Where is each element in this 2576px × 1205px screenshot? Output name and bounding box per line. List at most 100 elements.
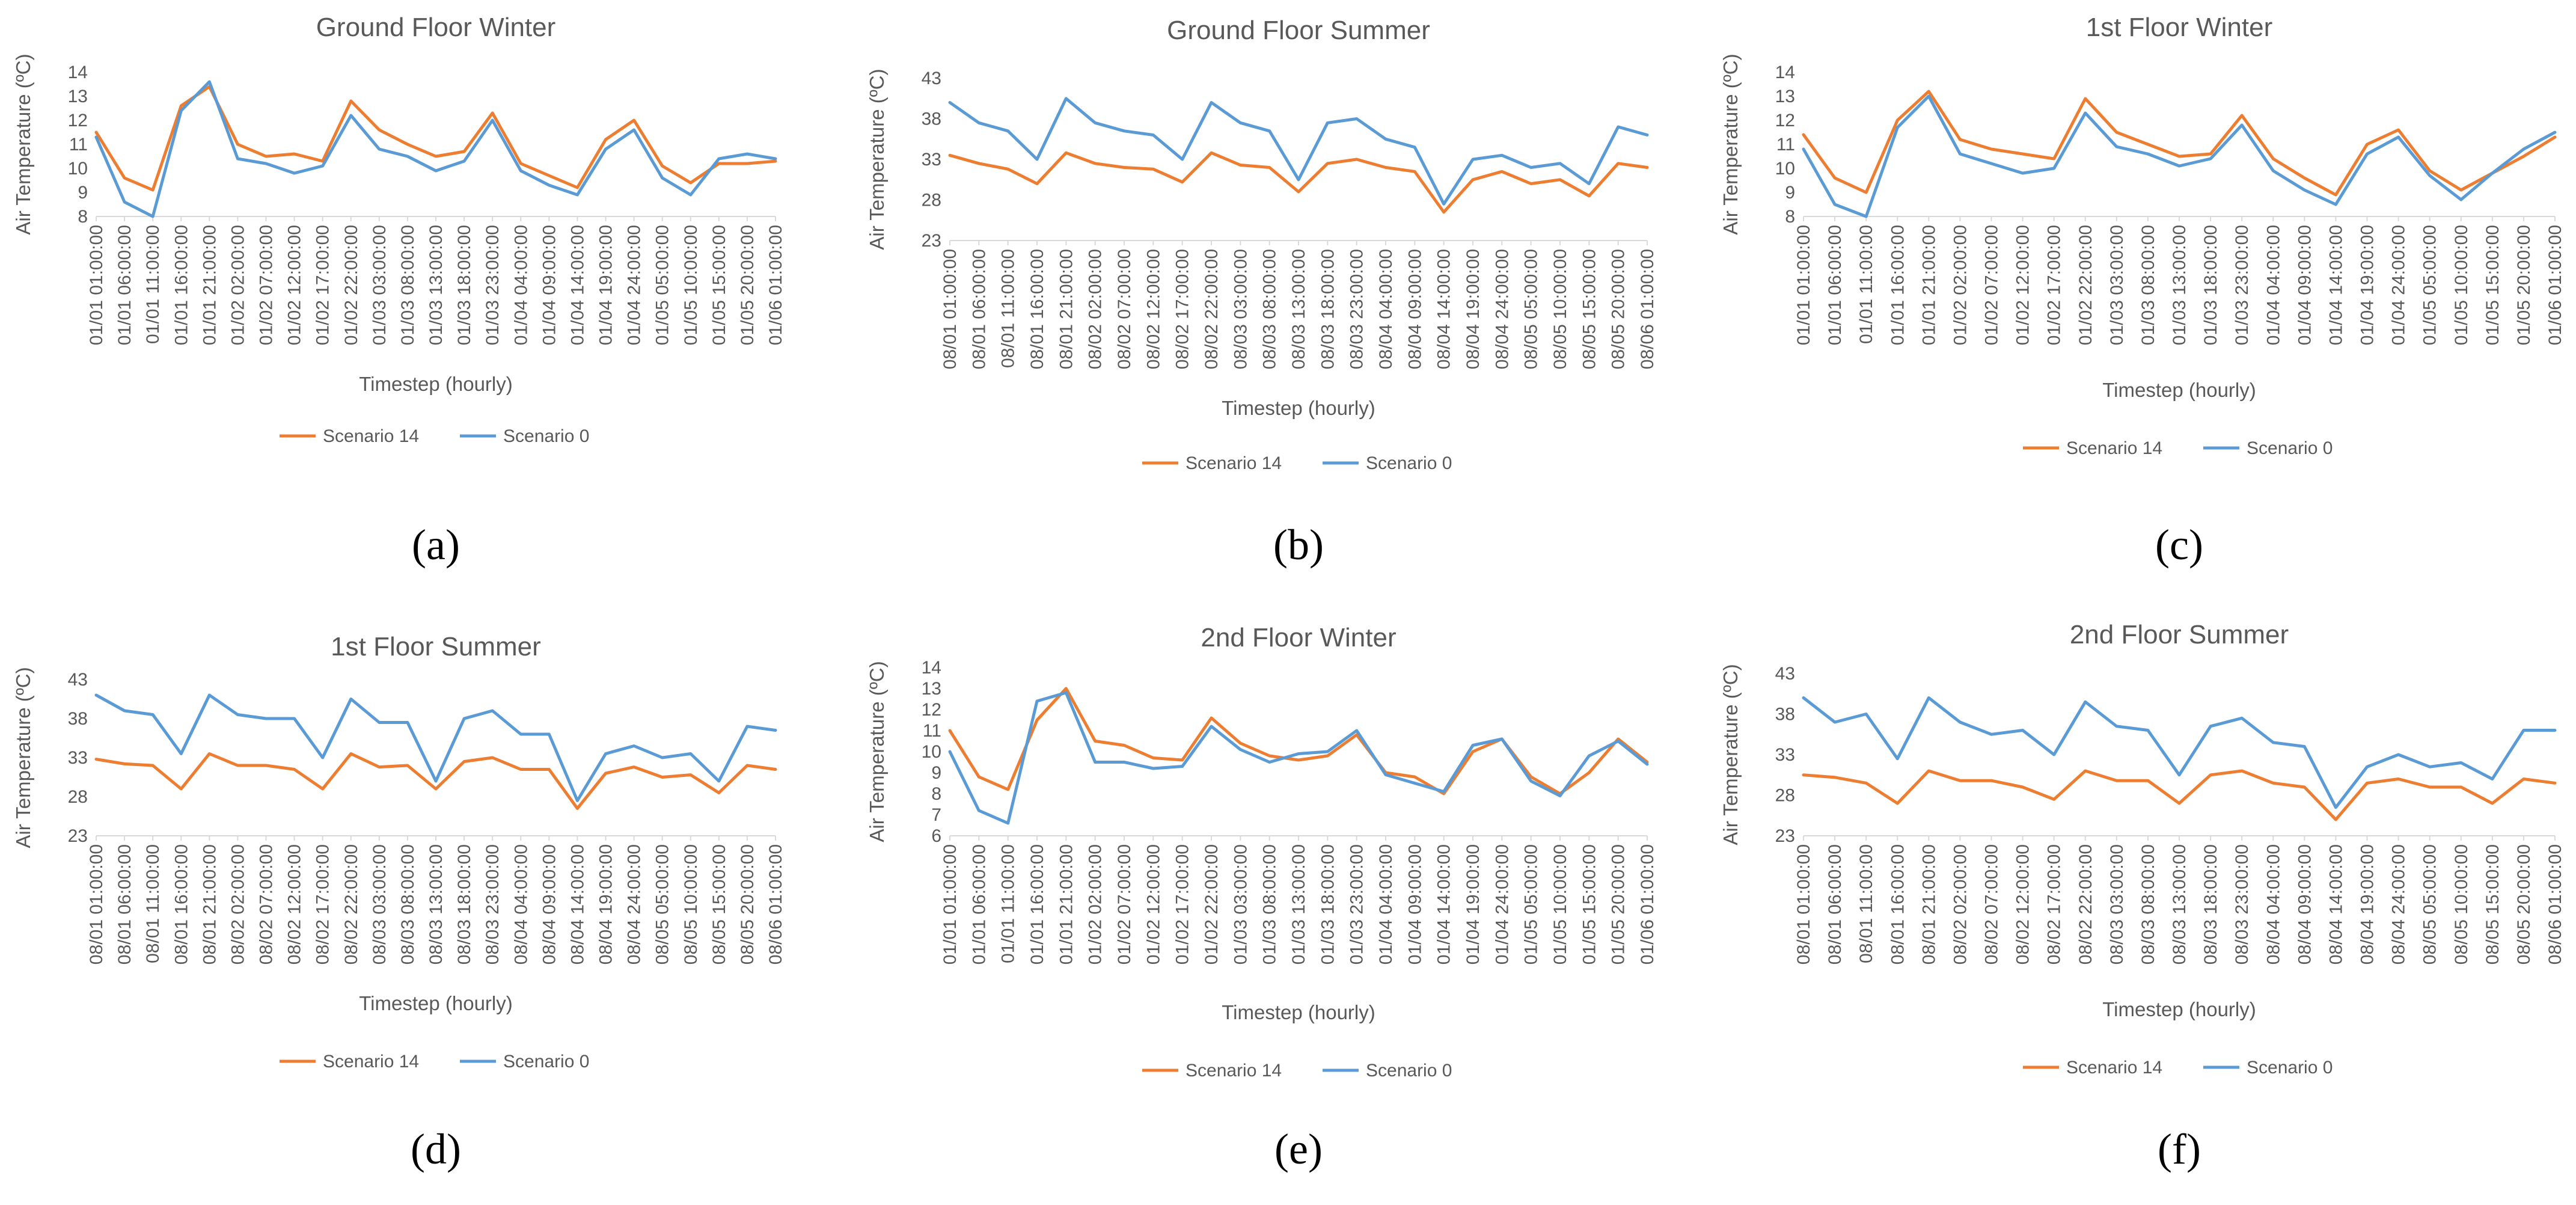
x-tick-label: 08/03 08:00:00: [2138, 844, 2158, 964]
series-line-scenario-0: [1802, 94, 2557, 218]
y-tick-label: 43: [922, 69, 941, 88]
x-tick-label: 01/01 11:00:00: [1856, 225, 1876, 344]
legend: Scenario 14 Scenario 0: [2023, 438, 2333, 458]
x-tick-label: 08/05 05:00:00: [2420, 844, 2440, 964]
x-tick-label: 01/03 13:00:00: [1289, 844, 1309, 964]
subfigure-label: (d): [411, 1125, 461, 1173]
x-tick-label: 01/05 20:00:00: [738, 225, 757, 345]
x-tick-label: 01/02 07:00:00: [257, 225, 277, 345]
y-axis-label: Air Temperature (ºC): [866, 661, 888, 842]
x-tick-label: 08/04 04:00:00: [511, 844, 531, 964]
x-axis-label: Timestep (hourly): [2102, 998, 2256, 1020]
x-tick-label: 08/05 15:00:00: [2483, 844, 2503, 964]
x-tick-label: 01/06 01:00:00: [2545, 225, 2565, 345]
chart-panel-b: Ground Floor Summer 23 28 33 38 43 Air Tempera…: [866, 16, 1657, 569]
x-tick-label: 01/02 02:00:00: [1950, 225, 1970, 345]
x-tick-label: 08/06 01:00:00: [2545, 844, 2565, 964]
legend-label: Scenario 0: [503, 1052, 589, 1072]
x-tick-label: 08/03 18:00:00: [1318, 249, 1338, 369]
x-tick-label: 01/02 17:00:00: [2045, 225, 2064, 345]
x-tick-label: 08/05 10:00:00: [681, 844, 701, 964]
x-tick-label: 08/03 23:00:00: [1347, 249, 1367, 369]
x-tick-label: 08/01 11:00:00: [1856, 844, 1876, 963]
y-tick-label: 10: [1775, 159, 1795, 179]
x-tick-label: 08/05 10:00:00: [1550, 249, 1570, 369]
y-tick-label: 10: [922, 742, 941, 762]
x-tick-label: 08/02 17:00:00: [1173, 249, 1193, 369]
legend-label: Scenario 14: [2066, 1058, 2162, 1078]
y-tick-label: 28: [68, 787, 88, 807]
x-tick-label: 08/01 01:00:00: [87, 844, 106, 964]
series-line-scenario-14: [94, 752, 777, 810]
x-tick-label: 08/02 02:00:00: [228, 844, 248, 964]
y-tick-label: 11: [1776, 135, 1795, 155]
x-tick-label: 01/03 08:00:00: [398, 225, 418, 345]
x-tick-label: 01/01 01:00:00: [87, 225, 106, 345]
subfigure-label: (c): [2155, 521, 2203, 569]
x-tick-label: 01/01 06:00:00: [115, 225, 135, 345]
x-tick-label: 08/02 07:00:00: [1115, 249, 1134, 369]
x-tick-label: 01/02 12:00:00: [285, 225, 305, 345]
chart-title: 2nd Floor Winter: [1201, 623, 1396, 652]
x-tick-label: 01/04 24:00:00: [2389, 225, 2409, 345]
x-tick-label: 01/02 02:00:00: [1086, 844, 1106, 964]
x-tick-label: 08/04 04:00:00: [1376, 249, 1396, 369]
y-tick-label: 6: [931, 826, 941, 846]
legend-label: Scenario 0: [2247, 438, 2333, 458]
x-tick-label: 08/01 16:00:00: [1888, 844, 1908, 964]
x-tick-label: 01/04 04:00:00: [511, 225, 531, 345]
y-tick-label: 9: [1785, 183, 1795, 203]
y-tick-label: 12: [1775, 111, 1795, 130]
x-tick-label: 01/02 22:00:00: [1202, 844, 1222, 964]
x-tick-label: 01/03 13:00:00: [426, 225, 446, 345]
x-tick-label: 08/02 02:00:00: [1950, 844, 1970, 964]
x-tick-label: 08/02 02:00:00: [1086, 249, 1106, 369]
x-tick-label: 01/04 04:00:00: [2263, 225, 2283, 345]
x-axis-label: Timestep (hourly): [1222, 397, 1375, 419]
y-tick-label: 38: [1775, 705, 1795, 725]
legend-label: Scenario 0: [503, 426, 589, 446]
x-tick-label: 01/02 17:00:00: [1173, 844, 1193, 964]
y-axis-label: Air Temperature (ºC): [12, 667, 34, 848]
x-tick-label: 08/03 08:00:00: [1260, 249, 1280, 369]
x-tick-label: 08/04 24:00:00: [2389, 844, 2409, 964]
y-tick-label: 38: [68, 709, 88, 729]
legend: Scenario 14 Scenario 0: [1142, 1061, 1452, 1081]
series-line-scenario-0: [94, 693, 777, 802]
x-tick-label: 08/04 09:00:00: [539, 844, 559, 964]
x-tick-label: 08/02 12:00:00: [2013, 844, 2033, 964]
legend-label: Scenario 14: [323, 426, 419, 446]
x-tick-label: 01/04 14:00:00: [2326, 225, 2346, 345]
x-tick-label: 08/05 20:00:00: [738, 844, 757, 964]
chart-title: Ground Floor Winter: [316, 13, 556, 42]
x-tick-label: 01/04 14:00:00: [568, 225, 587, 345]
x-tick-label: 01/05 10:00:00: [681, 225, 701, 345]
chart-title: 2nd Floor Summer: [2070, 620, 2289, 649]
x-tick-label: 01/01 01:00:00: [940, 844, 960, 964]
y-tick-label: 14: [922, 658, 941, 678]
x-tick-label: 01/02 12:00:00: [2013, 225, 2033, 345]
y-axis-label: Air Temperature (ºC): [1719, 54, 1742, 235]
x-tick-label: 08/05 10:00:00: [2452, 844, 2471, 964]
x-tick-label: 08/02 17:00:00: [2045, 844, 2064, 964]
chart-title: 1st Floor Winter: [2086, 13, 2273, 42]
x-tick-label: 01/05 20:00:00: [2514, 225, 2534, 345]
x-tick-label: 08/03 08:00:00: [398, 844, 418, 964]
x-tick-label: 08/04 04:00:00: [2263, 844, 2283, 964]
x-tick-label: 01/02 22:00:00: [341, 225, 361, 345]
x-tick-label: 08/02 07:00:00: [1982, 844, 2002, 964]
series-line-scenario-14: [1802, 769, 2557, 821]
x-tick-label: 08/01 21:00:00: [200, 844, 219, 964]
x-tick-label: 08/04 09:00:00: [1405, 249, 1425, 369]
x-tick-label: 01/04 19:00:00: [2358, 225, 2378, 345]
legend: Scenario 14 Scenario 0: [1142, 453, 1452, 473]
x-tick-label: 01/03 18:00:00: [2201, 225, 2221, 345]
legend-label: Scenario 14: [323, 1052, 419, 1072]
legend-label: Scenario 14: [1186, 453, 1282, 473]
x-tick-label: 01/01 16:00:00: [1888, 225, 1908, 345]
x-tick-label: 01/01 21:00:00: [200, 225, 219, 345]
series-line-scenario-0: [1802, 696, 2557, 809]
x-axis-label: Timestep (hourly): [359, 373, 513, 395]
y-tick-label: 28: [922, 191, 941, 210]
x-tick-label: 01/03 18:00:00: [454, 225, 474, 345]
